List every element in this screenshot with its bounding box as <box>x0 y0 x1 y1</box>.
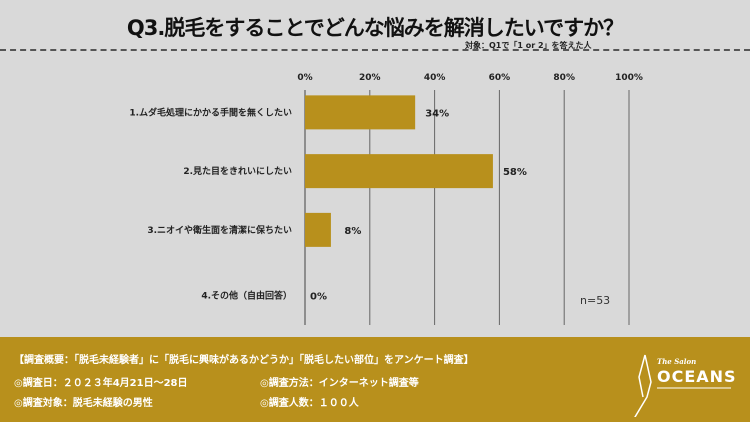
bar <box>305 95 416 130</box>
category-label: 4.その他（自由回答） <box>201 290 292 302</box>
x-tick-label: 0% <box>297 73 312 83</box>
x-tick-label: 60% <box>489 73 511 83</box>
category-label: 2.見た目をきれいにしたい <box>183 166 292 177</box>
survey-method: ◎調査方法：インターネット調査等 <box>260 378 419 389</box>
logo-name: OCEANS <box>657 367 737 386</box>
x-tick-label: 80% <box>553 73 575 83</box>
data-label: 0% <box>310 292 327 303</box>
survey-date: ◎調査日：２０２３年4月21日〜28日 <box>14 378 188 389</box>
survey-count: ◎調査人数：１００人 <box>260 398 359 409</box>
data-label: 8% <box>344 226 361 237</box>
x-tick-label: 100% <box>615 73 643 83</box>
x-tick-label: 40% <box>424 73 446 83</box>
x-tick-label: 20% <box>359 73 381 83</box>
survey-summary: 【調査概要：「脱毛未経験者」に「脱毛に興味があるかどうか」「脱毛したい部位」をア… <box>14 355 474 366</box>
bar <box>305 154 493 189</box>
data-label: 34% <box>425 108 449 119</box>
logo-figure-icon <box>634 354 731 417</box>
sample-size: n=53 <box>580 294 610 307</box>
category-label: 1.ムダ毛処理にかかる手間を無くしたい <box>129 106 292 118</box>
oceans-logo: The Salon OCEANS <box>615 347 737 417</box>
data-label: 58% <box>503 167 527 178</box>
survey-subject: ◎調査対象：脱毛未経験の男性 <box>14 398 153 409</box>
bar-chart: 0% 20% 40% 60% 80% 100% 1.ムダ毛処理にかかる手間を無くしたい 34%… <box>129 73 643 325</box>
survey-footer: 【調査概要：「脱毛未経験者」に「脱毛に興味があるかどうか」「脱毛したい部位」をア… <box>0 337 750 422</box>
divider <box>0 49 750 51</box>
bar <box>305 212 331 247</box>
category-label: 3.ニオイや衛生面を清潔に保ちたい <box>147 224 292 236</box>
logo-script: The Salon <box>657 357 697 366</box>
chart-title: Q3.脱毛をすることでどんな悩みを解消したいですか？ <box>126 16 624 40</box>
target-note: 対象：Q1で「1 or 2」を答えた人 <box>465 41 592 50</box>
